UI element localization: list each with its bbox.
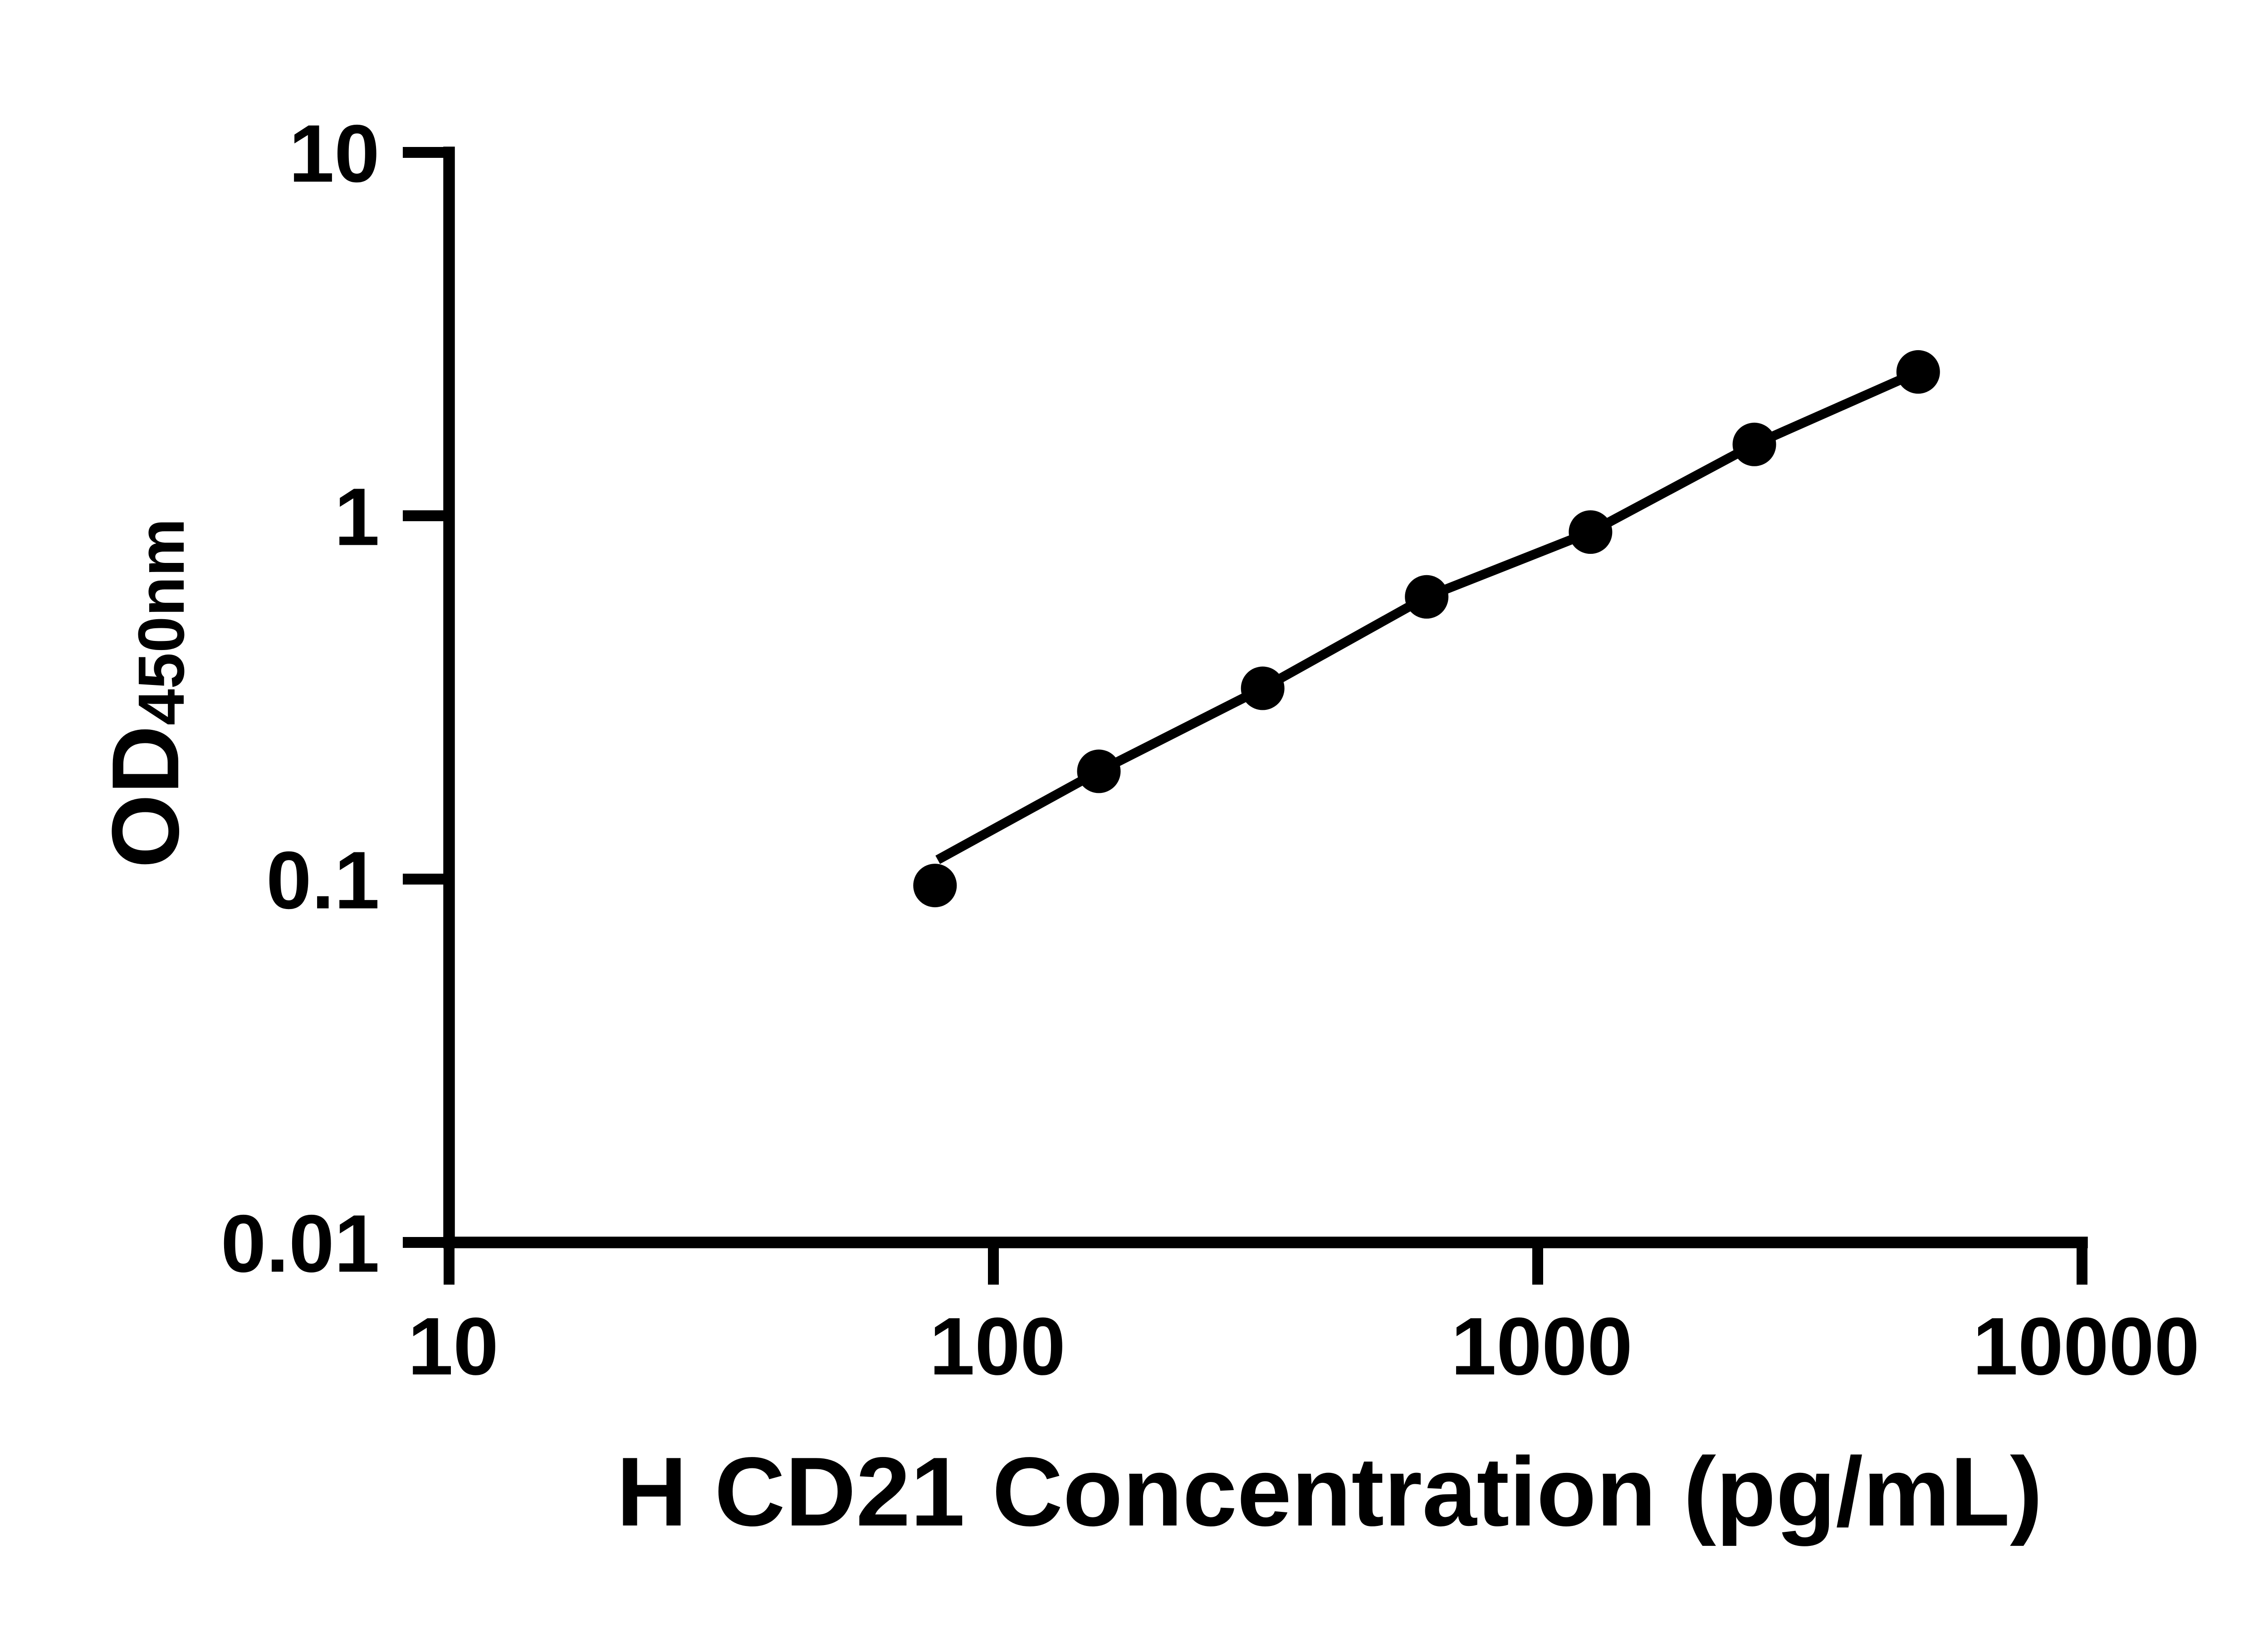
y-axis-title-subscript: 450nm (125, 518, 198, 725)
y-tick-label-0.01: 0.01 (221, 1198, 380, 1290)
data-point-2 (1077, 749, 1121, 793)
x-tick-label-1000: 1000 (1451, 1301, 1633, 1392)
x-tick-label-10000: 10000 (1973, 1301, 2200, 1392)
data-point-6 (1732, 422, 1776, 466)
y-axis-title: OD450nm (92, 518, 199, 868)
y-tick-label-1: 1 (334, 472, 380, 563)
x-tick-label-10: 10 (408, 1301, 499, 1392)
y-axis-title-main: OD (92, 725, 199, 868)
x-tick-label-100: 100 (929, 1301, 1066, 1392)
y-tick-label-0.1: 0.1 (266, 835, 380, 926)
data-point-1 (913, 864, 957, 908)
x-axis-title: H CD21 Concentration (pg/mL) (616, 1437, 2043, 1546)
data-point-7 (1896, 350, 1940, 394)
data-point-4 (1405, 575, 1449, 619)
data-point-5 (1569, 510, 1613, 554)
y-tick-label-10: 10 (289, 108, 380, 200)
data-point-3 (1241, 666, 1285, 710)
